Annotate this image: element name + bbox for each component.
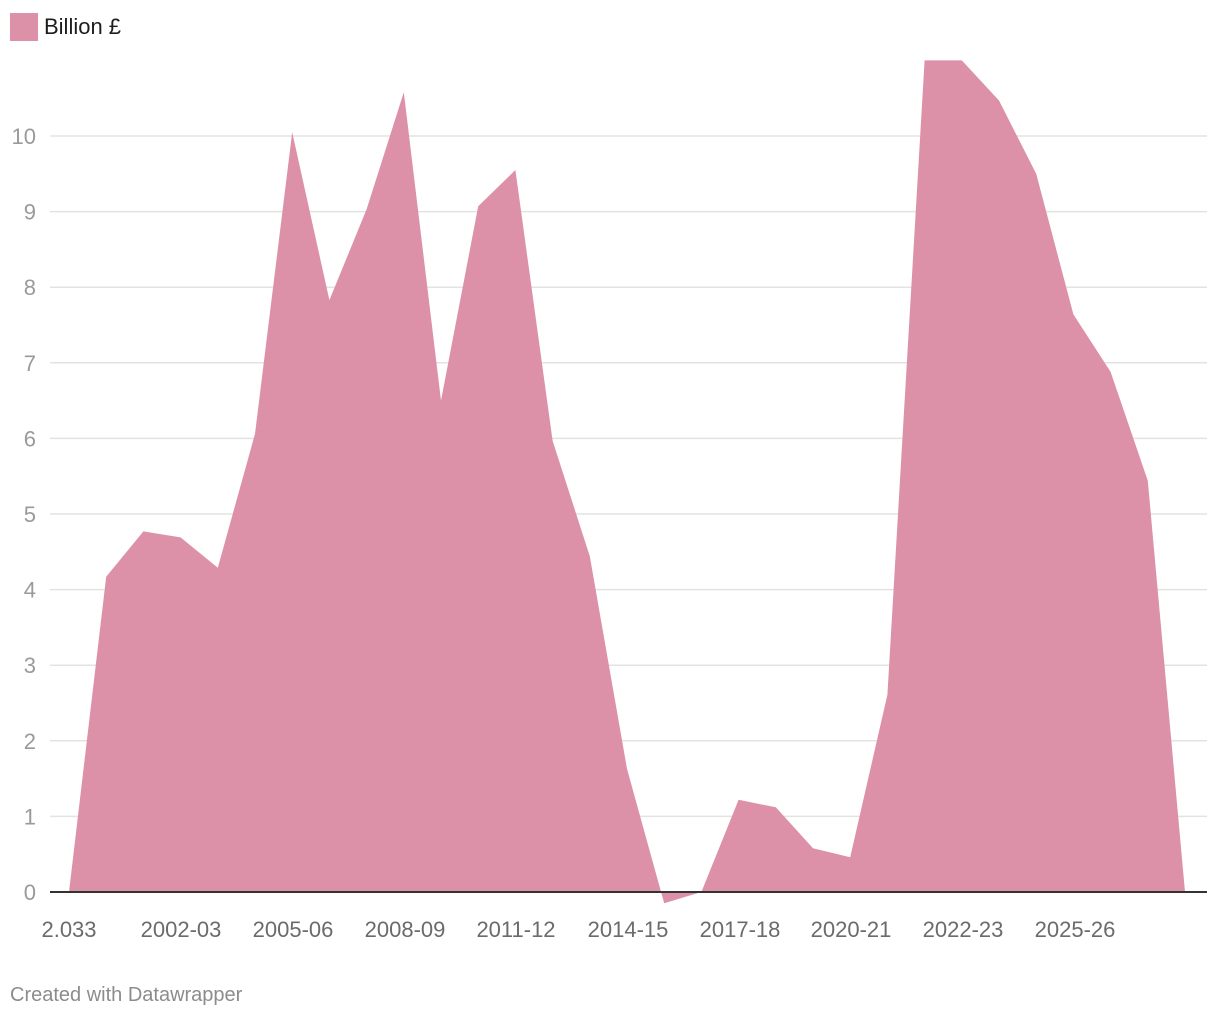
x-tick-label: 2022-23 [923,917,1004,942]
x-tick-label: 2005-06 [253,917,334,942]
y-tick-label: 5 [24,502,36,527]
y-tick-label: 7 [24,351,36,376]
y-tick-label: 3 [24,653,36,678]
x-tick-label: 2.033 [41,917,96,942]
x-tick-label: 2014-15 [588,917,669,942]
x-tick-label: 2008-09 [365,917,446,942]
y-tick-label: 8 [24,275,36,300]
legend-swatch [10,13,38,41]
y-tick-label: 6 [24,426,36,451]
x-tick-label: 2025-26 [1035,917,1116,942]
x-axis-labels: 2.033 2002-03 2005-06 2008-09 2011-12 2014-15… [41,917,1115,942]
x-tick-label: 2002-03 [141,917,222,942]
area-series-billion-gbp [69,60,1185,904]
y-tick-label: 9 [24,200,36,225]
footer-credit: Created with Datawrapper [10,984,243,1006]
legend: Billion £ [10,12,121,42]
x-tick-label: 2017-18 [700,917,781,942]
x-tick-label: 2020-21 [811,917,892,942]
y-tick-label: 4 [24,578,36,603]
legend-label: Billion £ [44,14,122,39]
y-tick-label: 0 [24,880,36,905]
y-tick-label: 2 [24,729,36,754]
x-tick-label: 2011-12 [476,917,555,942]
area-series [69,60,1185,904]
y-axis-labels: 0 1 2 3 4 5 6 7 8 9 10 [12,124,36,905]
y-tick-label: 10 [12,124,36,149]
y-tick-label: 1 [24,804,36,829]
